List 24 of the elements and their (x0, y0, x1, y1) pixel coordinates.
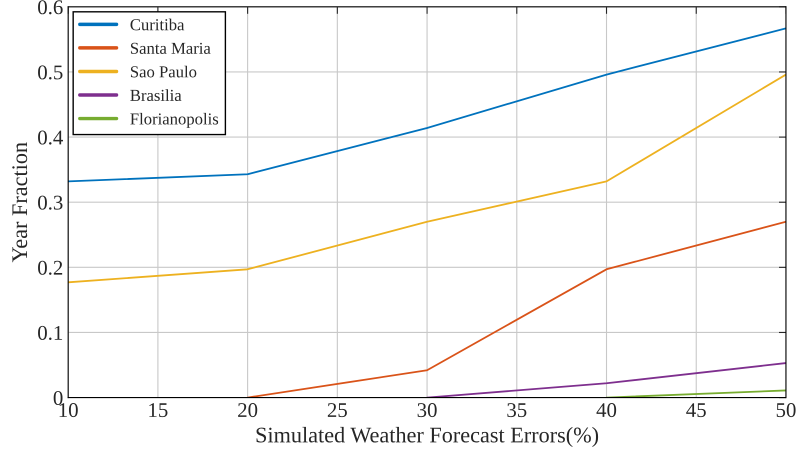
x-tick-label: 10 (60, 403, 78, 418)
y-tick-label: 0.1 (38, 326, 62, 340)
x-tick-label: 20 (238, 403, 258, 418)
y-tick-label: 0.5 (38, 65, 62, 80)
x-tick-label: 45 (686, 403, 706, 418)
line-series (246, 220, 786, 398)
x-tick-label: 35 (507, 403, 526, 418)
y-tick-label: 0 (54, 390, 63, 406)
x-tick-label: 15 (149, 403, 168, 418)
legend-label: Brasilia (130, 89, 182, 101)
y-tick-label: 0.4 (38, 130, 63, 145)
x-tick-label: 50 (776, 403, 796, 418)
x-axis-title: Simulated Weather Forecast Errors(%) (256, 426, 598, 448)
x-tick-label: 40 (596, 403, 616, 418)
y-tick-label: 0.3 (38, 196, 62, 210)
y-axis-title: Year Fraction (12, 142, 28, 262)
y-tick-label: 0.2 (38, 260, 62, 275)
legend-label: Santa Maria (130, 42, 211, 54)
legend-label: Florianopolis (130, 112, 218, 128)
legend-label: Sao Paulo (130, 66, 196, 78)
x-tick-label: 30 (418, 403, 437, 418)
y-tick-label: 0.6 (38, 0, 63, 14)
legend-label: Curitiba (130, 18, 184, 30)
x-tick-label: 25 (328, 403, 347, 418)
